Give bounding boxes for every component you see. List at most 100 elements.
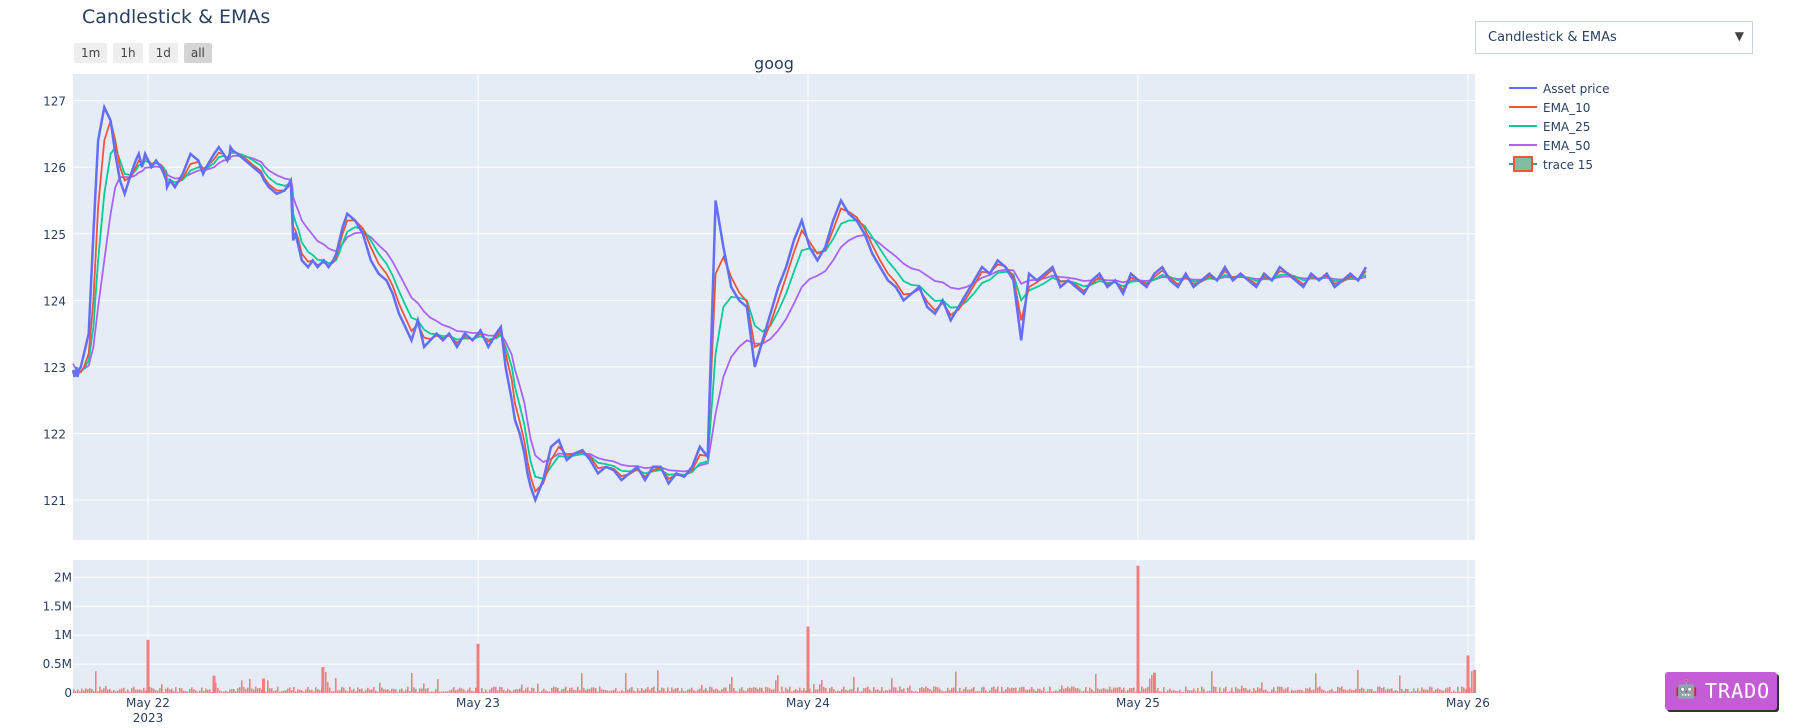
volume-bar <box>983 686 985 693</box>
volume-bar <box>1015 687 1017 693</box>
volume-bar <box>735 690 737 693</box>
volume-bar <box>227 691 229 693</box>
volume-bar <box>1385 689 1387 693</box>
volume-bar <box>613 690 615 693</box>
volume-bar <box>909 685 911 693</box>
volume-bar <box>667 687 669 693</box>
volume-bar <box>203 691 205 693</box>
range-button-1m[interactable]: 1m <box>74 43 108 63</box>
volume-bar <box>899 686 901 693</box>
volume-bar <box>611 690 613 693</box>
price-y-tick-label: 127 <box>43 95 66 109</box>
range-button-1h[interactable]: 1h <box>113 43 143 63</box>
volume-bar <box>915 691 917 693</box>
volume-bar <box>713 689 715 693</box>
volume-bar <box>1365 691 1367 693</box>
volume-bar <box>405 689 407 693</box>
volume-bar <box>179 688 181 693</box>
volume-bar <box>881 687 883 693</box>
volume-bar <box>945 691 947 693</box>
volume-bar <box>947 687 949 693</box>
volume-bar <box>1297 689 1299 693</box>
legend-entry-label[interactable]: Asset price <box>1543 82 1609 96</box>
trado-logo: 🤖 TRADO <box>1665 672 1777 710</box>
legend-entry-label[interactable]: trace 15 <box>1543 158 1593 172</box>
volume-bar <box>149 686 151 693</box>
volume-bar <box>1371 689 1373 693</box>
volume-bar <box>1459 691 1461 693</box>
range-selector: 1m 1h 1d all <box>74 43 212 63</box>
volume-bar <box>97 691 99 693</box>
volume-bar <box>791 691 793 693</box>
volume-bar <box>1345 689 1347 693</box>
volume-bar <box>137 689 139 693</box>
volume-bar <box>797 690 799 693</box>
volume-bar <box>461 688 463 693</box>
volume-bar <box>375 690 377 693</box>
volume-bar <box>1191 690 1193 693</box>
volume-bar <box>1331 688 1333 693</box>
volume-spike-bar <box>1153 672 1156 693</box>
volume-bar <box>1207 691 1209 693</box>
volume-bar <box>705 688 707 693</box>
volume-bar <box>1045 691 1047 693</box>
volume-bar <box>741 687 743 693</box>
volume-bar <box>1149 678 1151 693</box>
chart-title: goog <box>754 54 794 73</box>
volume-bar <box>1053 691 1055 693</box>
volume-bar <box>861 691 863 693</box>
volume-bar <box>439 691 441 693</box>
chart-type-dropdown[interactable]: Candlestick & EMAs ▼ <box>1475 21 1753 54</box>
volume-bar <box>1225 686 1227 693</box>
volume-bar <box>1007 687 1009 693</box>
volume-bar <box>1061 685 1063 693</box>
volume-bar <box>1375 691 1377 693</box>
volume-bar <box>1165 691 1167 693</box>
range-button-1d[interactable]: 1d <box>148 43 178 63</box>
volume-bar <box>671 687 673 693</box>
volume-bar <box>575 690 577 693</box>
volume-bar <box>1205 691 1207 693</box>
volume-bar <box>1029 689 1031 693</box>
volume-bar <box>799 687 801 693</box>
volume-bar <box>539 691 541 693</box>
volume-y-tick-label: 0 <box>64 686 72 700</box>
volume-bar <box>1009 688 1011 693</box>
volume-bar <box>543 688 545 693</box>
volume-bar <box>1299 689 1301 693</box>
volume-bar <box>815 689 817 693</box>
volume-bar <box>519 688 521 693</box>
volume-bar <box>549 691 551 693</box>
volume-bar <box>1091 689 1093 693</box>
volume-bar <box>1401 688 1403 693</box>
volume-bar <box>717 689 719 693</box>
volume-bar <box>1303 691 1305 693</box>
volume-bar <box>209 689 211 693</box>
volume-bar <box>1333 691 1335 693</box>
volume-bar <box>241 680 243 693</box>
range-button-all[interactable]: all <box>183 43 212 63</box>
volume-bar <box>1245 687 1247 693</box>
volume-bar <box>1083 690 1085 693</box>
volume-bar <box>77 689 79 693</box>
volume-bar <box>995 689 997 693</box>
legend-entry-label[interactable]: EMA_10 <box>1543 101 1590 115</box>
legend-entry-label[interactable]: EMA_25 <box>1543 120 1590 134</box>
volume-bar <box>1417 688 1419 693</box>
volume-bar <box>951 687 953 693</box>
volume-bar <box>793 690 795 693</box>
volume-bar <box>1337 686 1339 693</box>
volume-bar <box>971 688 973 693</box>
volume-bar <box>509 690 511 693</box>
volume-bar <box>645 688 647 693</box>
volume-bar <box>1263 689 1265 693</box>
volume-bar <box>1381 688 1383 693</box>
volume-bar <box>513 689 515 693</box>
volume-bar <box>419 688 421 693</box>
volume-bar <box>755 687 757 693</box>
legend-entry-label[interactable]: EMA_50 <box>1543 139 1590 153</box>
volume-bar <box>929 688 931 693</box>
volume-bar <box>829 688 831 693</box>
volume-bar <box>849 689 851 693</box>
volume-bar <box>1117 687 1119 693</box>
